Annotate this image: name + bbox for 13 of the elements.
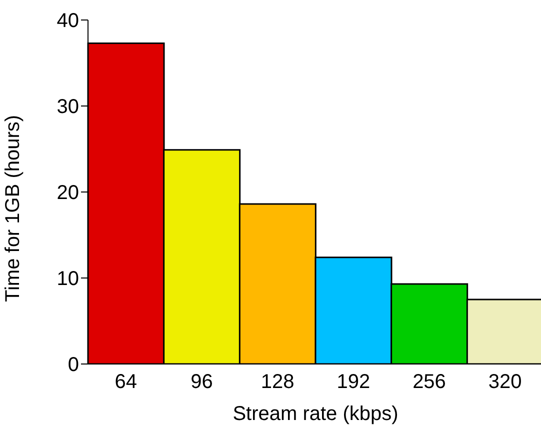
- y-axis-title: Time for 1GB (hours): [2, 114, 24, 302]
- x-tick-label: 128: [260, 371, 294, 394]
- x-tick-label: 64: [114, 371, 138, 394]
- x-tick-label: 320: [488, 371, 522, 394]
- x-tick-label: 192: [336, 371, 370, 394]
- y-tick-label: 10: [56, 268, 79, 290]
- x-tick-label: 96: [190, 371, 213, 394]
- y-tick-label: 30: [56, 96, 79, 118]
- x-tick-label: 256: [412, 371, 446, 394]
- y-tick-label: 0: [68, 354, 79, 376]
- y-tick-label: 40: [56, 10, 79, 32]
- x-axis-title: Stream rate (kbps): [232, 403, 398, 425]
- y-tick-label: 20: [56, 182, 79, 204]
